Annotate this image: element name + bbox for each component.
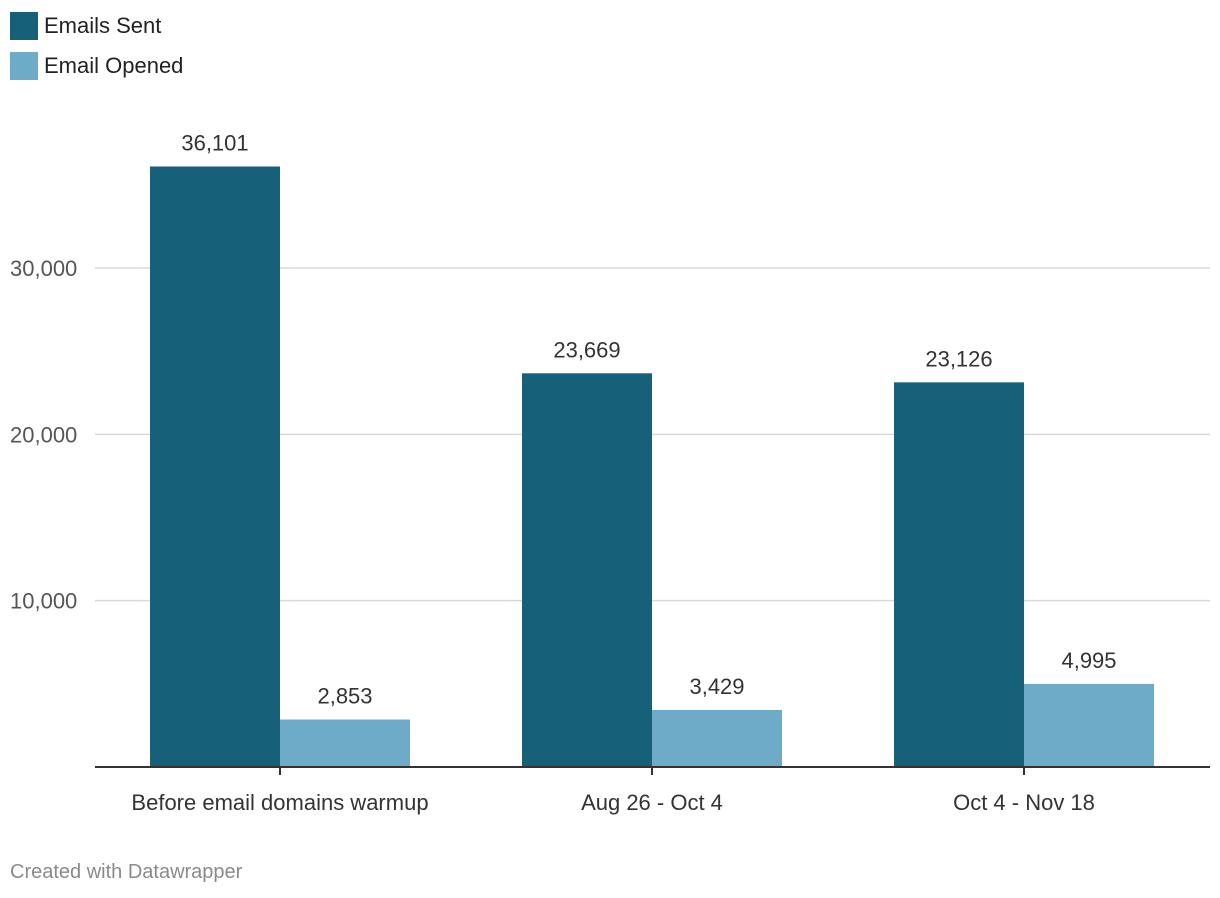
data-label-emails-sent-1: 36,101 (181, 131, 248, 156)
data-label-emails-sent-3: 23,126 (925, 346, 992, 371)
legend-item-email-opened: Email Opened (10, 52, 183, 80)
legend-swatch-email-opened (10, 52, 38, 80)
bar-emails-sent-3 (894, 382, 1024, 767)
data-label-email-opened-1: 2,853 (317, 684, 372, 709)
legend-label-email-opened: Email Opened (44, 53, 184, 78)
bar-email-opened-1 (280, 719, 410, 767)
y-tick-label-20000: 20,000 (10, 422, 77, 447)
legend-swatch-emails-sent (10, 12, 38, 40)
y-tick-label-30000: 30,000 (10, 256, 77, 281)
bar-emails-sent-1 (150, 166, 280, 768)
data-label-email-opened-2: 3,429 (689, 674, 744, 699)
bar-email-opened-2 (652, 709, 782, 767)
x-tick-label-before-email-domains-warmup: Before email domains warmup (131, 790, 428, 815)
x-tick-label-oct-4-nov-18: Oct 4 - Nov 18 (953, 790, 1095, 815)
y-tick-label-10000: 10,000 (10, 589, 77, 614)
data-label-emails-sent-2: 23,669 (553, 337, 620, 362)
bar-emails-sent-2 (522, 373, 652, 767)
chart-legend: Emails Sent Email Opened (10, 12, 183, 92)
legend-label-emails-sent: Emails Sent (44, 13, 162, 38)
legend-item-emails-sent: Emails Sent (10, 12, 183, 40)
data-label-email-opened-3: 4,995 (1061, 648, 1116, 673)
bar-email-opened-3 (1024, 683, 1154, 767)
x-tick-label-aug-26-oct-4: Aug 26 - Oct 4 (581, 790, 723, 815)
footer-credit: Created with Datawrapper (10, 861, 243, 883)
